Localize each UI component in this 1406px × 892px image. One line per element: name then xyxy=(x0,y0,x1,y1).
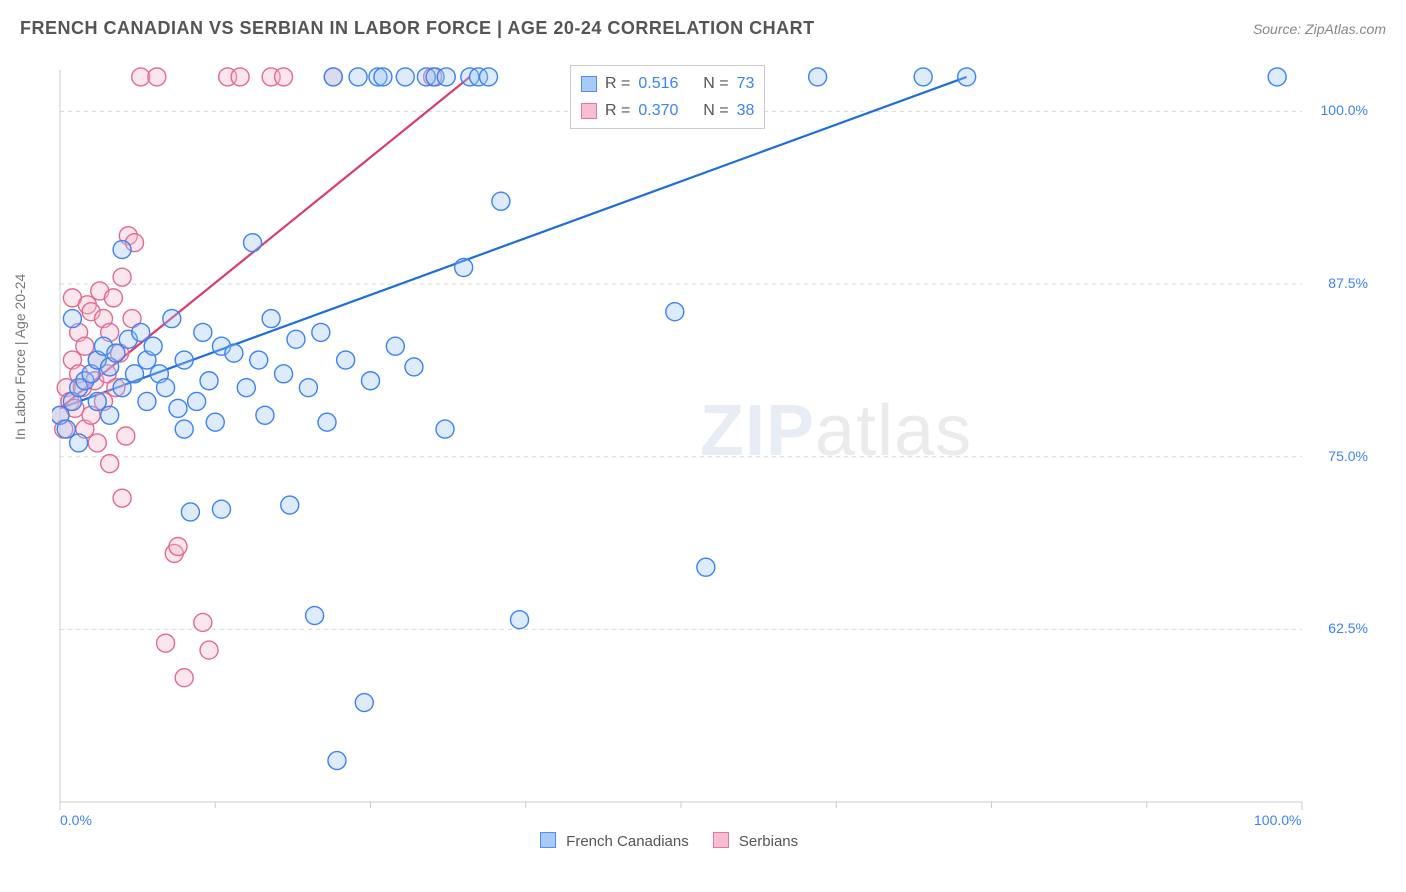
stat-n-value: 38 xyxy=(737,97,755,124)
stat-label: N = xyxy=(703,70,728,97)
stats-box: R = 0.516 N = 73 R = 0.370 N = 38 xyxy=(570,65,765,129)
stat-n-value: 73 xyxy=(737,70,755,97)
watermark-atlas: atlas xyxy=(815,391,972,471)
watermark-zip: ZIP xyxy=(700,391,815,471)
legend-swatch-icon xyxy=(540,832,556,848)
stats-row: R = 0.370 N = 38 xyxy=(581,97,754,124)
y-tick-label: 75.0% xyxy=(1308,448,1368,464)
legend-label: Serbians xyxy=(739,833,798,850)
title-bar: FRENCH CANADIAN VS SERBIAN IN LABOR FORC… xyxy=(20,18,1386,39)
y-tick-label: 100.0% xyxy=(1308,102,1368,118)
stat-label: R = xyxy=(605,97,630,124)
stat-label: R = xyxy=(605,70,630,97)
watermark: ZIPatlas xyxy=(700,390,972,472)
legend-swatch-icon xyxy=(581,76,597,92)
source-label: Source: ZipAtlas.com xyxy=(1253,21,1386,37)
legend-swatch-icon xyxy=(581,103,597,119)
stat-r-value: 0.516 xyxy=(638,70,678,97)
y-axis-label: In Labor Force | Age 20-24 xyxy=(12,274,28,440)
legend-swatch-icon xyxy=(713,832,729,848)
stats-row: R = 0.516 N = 73 xyxy=(581,70,754,97)
chart-title: FRENCH CANADIAN VS SERBIAN IN LABOR FORC… xyxy=(20,18,815,39)
y-tick-label: 62.5% xyxy=(1308,620,1368,636)
stat-r-value: 0.370 xyxy=(638,97,678,124)
x-tick-label: 100.0% xyxy=(1254,812,1301,828)
x-tick-label: 0.0% xyxy=(60,812,92,828)
legend-item: French Canadians xyxy=(540,832,689,850)
stat-label: N = xyxy=(703,97,728,124)
legend-label: French Canadians xyxy=(566,833,689,850)
y-tick-label: 87.5% xyxy=(1308,275,1368,291)
legend-bottom: French Canadians Serbians xyxy=(540,832,798,850)
legend-item: Serbians xyxy=(713,832,798,850)
